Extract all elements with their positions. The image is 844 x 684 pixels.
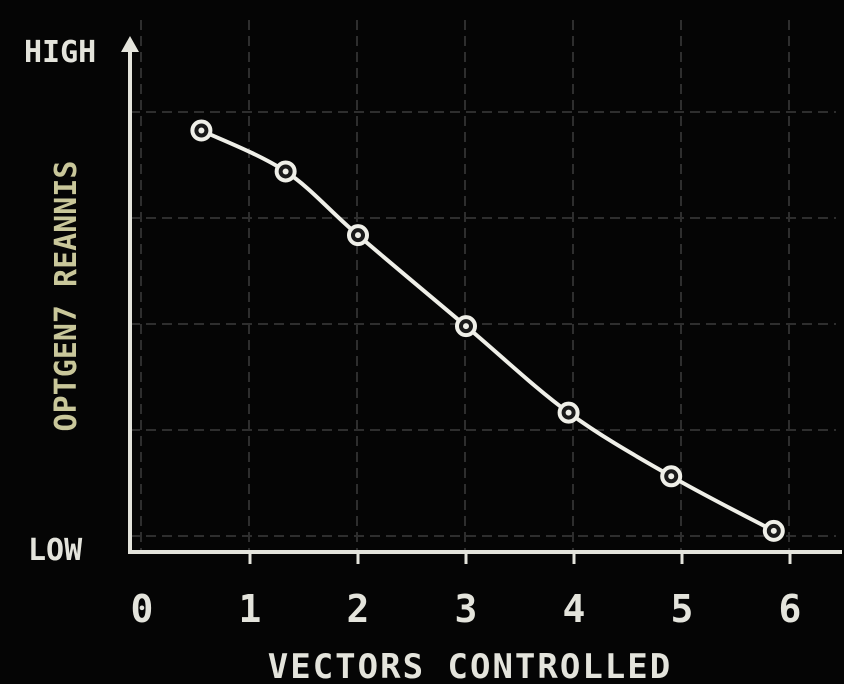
y-high-label: HIGH [24, 35, 96, 70]
x-tick-label: 2 [347, 587, 370, 631]
series-line [200, 128, 775, 533]
x-tick-label: 6 [779, 587, 802, 631]
x-ticks: 0 1 2 3 4 5 6 [131, 550, 802, 631]
y-low-label: LOW [28, 533, 83, 568]
data-point-center [770, 527, 777, 534]
data-point-center [463, 323, 469, 330]
y-axis-arrow [121, 36, 139, 52]
x-tick-label: 4 [563, 587, 586, 631]
x-tick-label: 1 [239, 587, 262, 631]
data-point-center [355, 232, 361, 239]
data-point-center [668, 473, 675, 480]
axes [121, 36, 842, 554]
x-axis-title: VECTORS CONTROLLED [268, 647, 672, 684]
x-tick-label: 0 [131, 587, 154, 631]
x-tick-label: 3 [455, 587, 478, 631]
data-point-center [282, 168, 289, 175]
data-point-center [198, 127, 205, 134]
data-point-center [565, 409, 572, 416]
y-axis-title: OPTGEN7 REANNIS [49, 161, 84, 432]
series [190, 119, 785, 542]
x-tick-label: 5 [671, 587, 694, 631]
grid [130, 20, 836, 552]
